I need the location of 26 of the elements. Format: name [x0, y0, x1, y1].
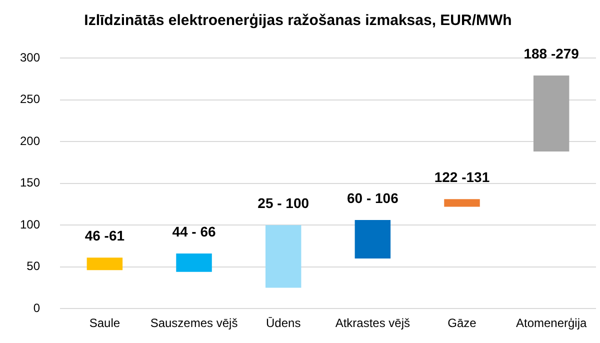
- y-tick-label: 50: [26, 259, 40, 274]
- annotation: 25 - 100: [258, 194, 310, 211]
- bar: [176, 253, 212, 272]
- annotation: 44 - 66: [172, 223, 216, 240]
- bar: [265, 225, 302, 288]
- x-tick-label: Gāze: [448, 316, 477, 330]
- y-tick-label: 100: [20, 217, 40, 232]
- annotation: 60 - 106: [346, 190, 399, 206]
- y-tick-label: 250: [20, 92, 40, 106]
- x-tick-label: Sauszemes vējš: [150, 316, 238, 330]
- annotation: 122 -131: [434, 169, 490, 186]
- x-tick-label: Atomenerģija: [516, 316, 588, 330]
- annotation: 46 -61: [84, 228, 125, 244]
- x-tick-label: Saule: [89, 316, 120, 330]
- x-tick-label: Ūdens: [266, 316, 301, 330]
- bar: [444, 199, 480, 207]
- chart-title: Izlīdzinātās elektroenerģijas ražošanas izmaksas, EUR/MWh: [84, 12, 512, 30]
- bar: [86, 258, 123, 270]
- y-tick-label: 200: [20, 134, 40, 148]
- annotation: 188 -279: [524, 45, 580, 62]
- y-tick-label: 0: [33, 300, 40, 315]
- bar: [533, 76, 570, 152]
- x-tick-label: Atkrastes vējš: [335, 316, 410, 330]
- bar: [354, 220, 391, 258]
- y-tick-label: 300: [20, 50, 40, 64]
- y-tick-label: 150: [20, 176, 40, 190]
